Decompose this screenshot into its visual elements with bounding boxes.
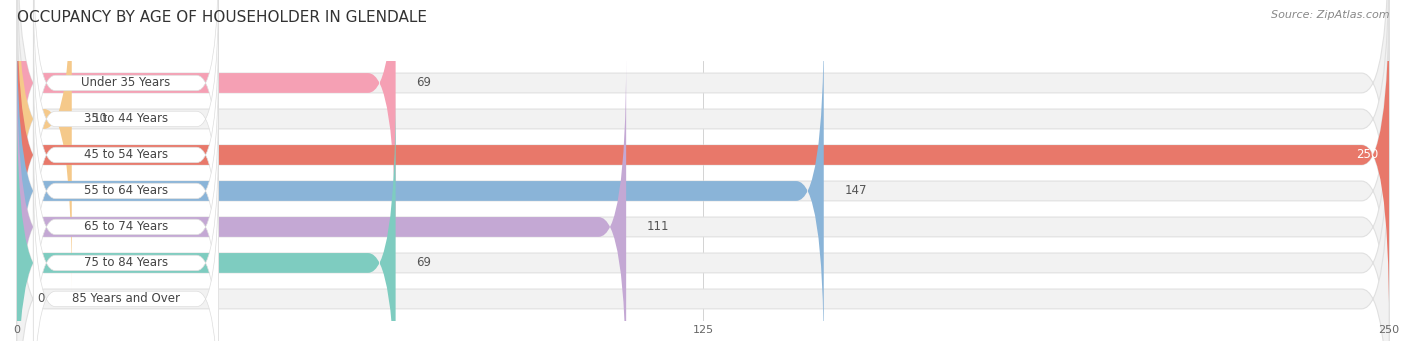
Text: 147: 147: [845, 184, 868, 197]
FancyBboxPatch shape: [17, 0, 1389, 253]
Text: 250: 250: [1355, 148, 1378, 162]
Text: 65 to 74 Years: 65 to 74 Years: [84, 220, 169, 234]
Text: 55 to 64 Years: 55 to 64 Years: [84, 184, 169, 197]
Text: OCCUPANCY BY AGE OF HOUSEHOLDER IN GLENDALE: OCCUPANCY BY AGE OF HOUSEHOLDER IN GLEND…: [17, 10, 427, 25]
FancyBboxPatch shape: [17, 0, 72, 289]
FancyBboxPatch shape: [34, 163, 218, 341]
FancyBboxPatch shape: [17, 0, 1389, 325]
FancyBboxPatch shape: [34, 55, 218, 327]
FancyBboxPatch shape: [17, 93, 395, 341]
FancyBboxPatch shape: [17, 93, 1389, 341]
FancyBboxPatch shape: [34, 19, 218, 291]
Text: Source: ZipAtlas.com: Source: ZipAtlas.com: [1271, 10, 1389, 20]
Text: 75 to 84 Years: 75 to 84 Years: [84, 256, 169, 269]
Text: 85 Years and Over: 85 Years and Over: [72, 293, 180, 306]
Text: 69: 69: [416, 76, 432, 89]
FancyBboxPatch shape: [17, 57, 1389, 341]
Text: 35 to 44 Years: 35 to 44 Years: [84, 113, 169, 125]
FancyBboxPatch shape: [34, 91, 218, 341]
FancyBboxPatch shape: [17, 129, 1389, 341]
Text: 45 to 54 Years: 45 to 54 Years: [84, 148, 169, 162]
FancyBboxPatch shape: [17, 0, 1389, 325]
Text: 10: 10: [93, 113, 107, 125]
FancyBboxPatch shape: [17, 0, 1389, 289]
FancyBboxPatch shape: [17, 57, 626, 341]
FancyBboxPatch shape: [17, 0, 395, 253]
FancyBboxPatch shape: [17, 21, 824, 341]
Text: Under 35 Years: Under 35 Years: [82, 76, 170, 89]
Text: 111: 111: [647, 220, 669, 234]
FancyBboxPatch shape: [34, 0, 218, 255]
FancyBboxPatch shape: [17, 21, 1389, 341]
Text: 69: 69: [416, 256, 432, 269]
FancyBboxPatch shape: [34, 0, 218, 219]
Text: 0: 0: [38, 293, 45, 306]
FancyBboxPatch shape: [34, 127, 218, 341]
